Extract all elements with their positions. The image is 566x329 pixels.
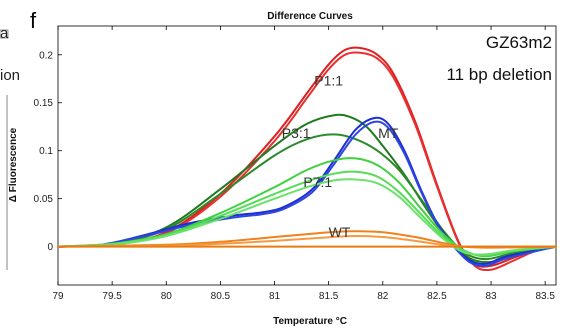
series-lines <box>57 46 557 272</box>
y-tick-label-0: 0 <box>47 242 53 253</box>
series-line-p7-1-8 <box>57 178 557 256</box>
curve-label-4: WT <box>329 224 351 240</box>
x-tick-label-1: 79.5 <box>102 291 122 302</box>
series-line-mt-4 <box>57 116 557 266</box>
x-tick-label-8: 83 <box>485 291 497 302</box>
neighbour-box <box>0 29 9 39</box>
x-tick-label-5: 81.5 <box>319 291 339 302</box>
neighbour-panel: a ion <box>0 25 20 270</box>
curve-label-3: P7:1 <box>303 174 332 190</box>
y-tick-label-3: 0.15 <box>34 98 54 109</box>
mutation-annotation: 11 bp deletion <box>446 65 552 84</box>
series-line-p1-1-1 <box>57 51 557 272</box>
x-tick-label-0: 79 <box>52 291 64 302</box>
y-tick-label-1: 0.05 <box>34 194 54 205</box>
y-axis-label: Δ Fluorescence <box>8 127 19 202</box>
plot-area: 79 79.5 80 80.5 81 81.5 82 82.5 83 83.5 0 0.05 0.1 0… <box>34 25 557 302</box>
curve-labels: P1:1 P3:1 MT P7:1 WT <box>282 72 399 240</box>
x-tick-label-6: 82 <box>377 291 389 302</box>
x-axis-ticks: 79 79.5 80 80.5 81 81.5 82 82.5 83 83.5 <box>52 26 555 302</box>
y-tick-label-2: 0.1 <box>39 146 53 157</box>
neighbour-line2: ion <box>0 67 20 84</box>
x-tick-label-9: 83.5 <box>535 291 555 302</box>
curve-label-0: P1:1 <box>314 72 343 88</box>
sample-annotation: GZ63m2 <box>486 33 552 52</box>
curve-label-1: P3:1 <box>282 125 311 141</box>
chart-title: Difference Curves <box>267 11 353 22</box>
x-tick-label-2: 80 <box>161 291 173 302</box>
y-tick-label-4: 0.2 <box>39 50 53 61</box>
series-line-p3-1-2 <box>57 113 557 264</box>
x-tick-label-7: 82.5 <box>427 291 447 302</box>
x-tick-label-4: 81 <box>269 291 281 302</box>
x-tick-label-3: 80.5 <box>211 291 231 302</box>
x-axis-label: Temperature °C <box>273 316 347 327</box>
panel-letter: f <box>30 8 37 33</box>
neighbour-line1: a <box>0 25 9 42</box>
curve-label-2: MT <box>378 125 399 141</box>
series-line-p3-1-3 <box>57 133 557 261</box>
